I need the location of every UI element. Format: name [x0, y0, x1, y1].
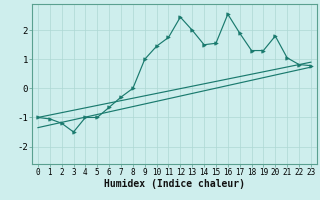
X-axis label: Humidex (Indice chaleur): Humidex (Indice chaleur): [104, 179, 245, 189]
